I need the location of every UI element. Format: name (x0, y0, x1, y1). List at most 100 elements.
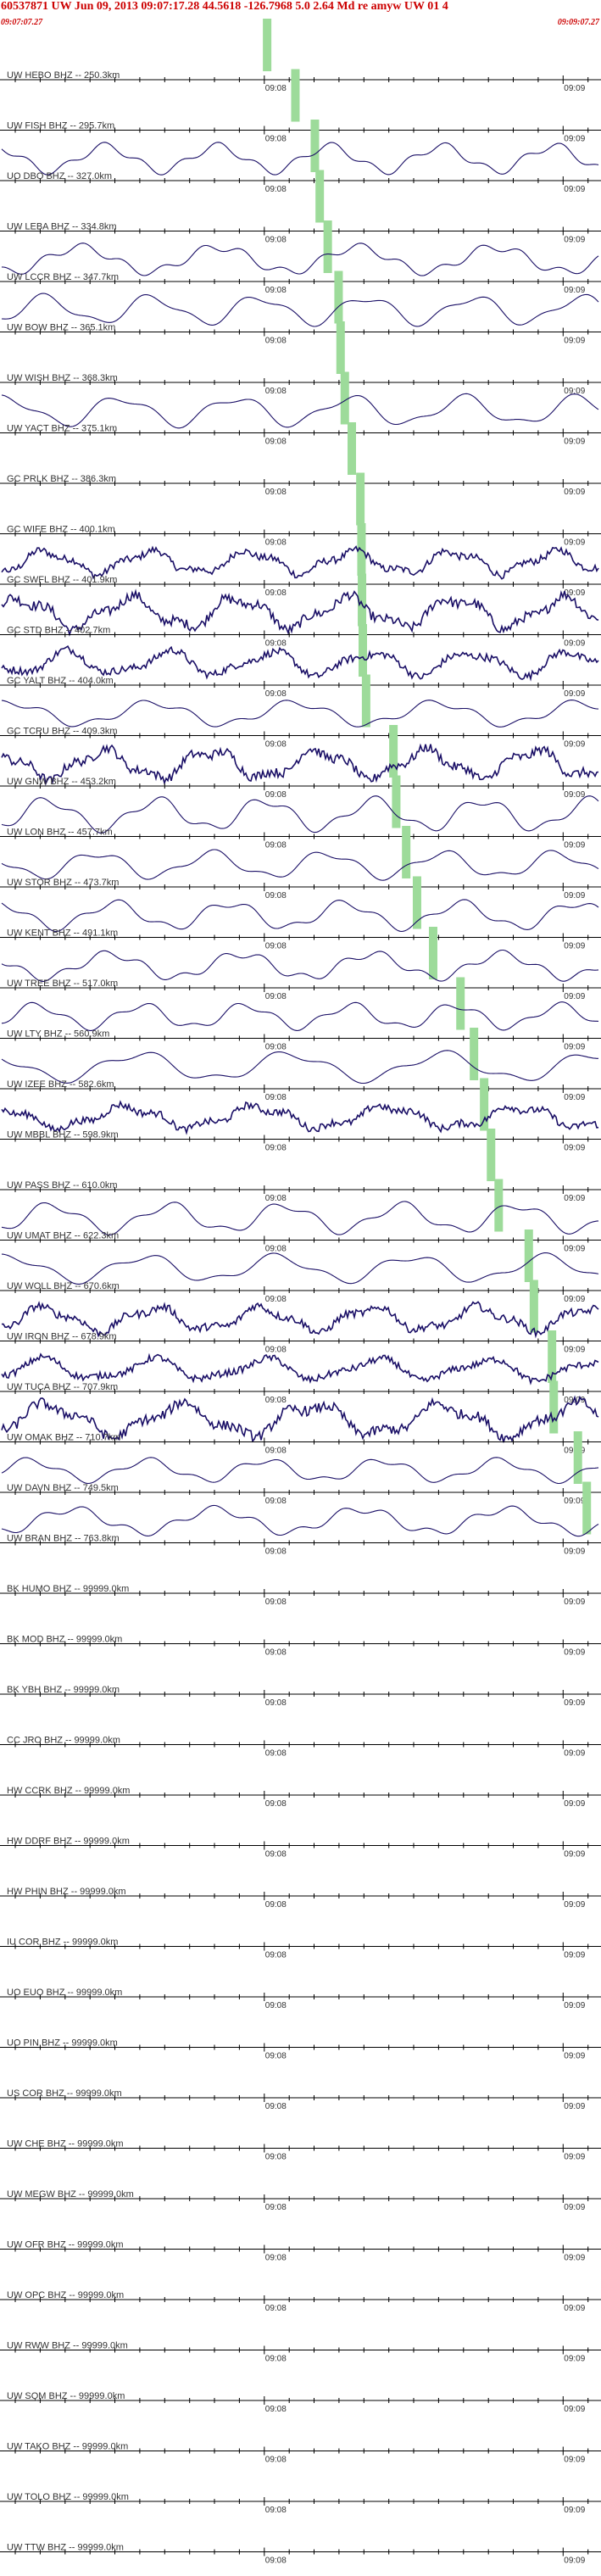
waveform-line (1, 1504, 599, 1537)
station-label: UW KENT BHZ -- 491.1km (7, 928, 118, 939)
tick-label: 09:08 (265, 2254, 287, 2263)
trace-panel: 09:08 09:09 UW TUCA BHZ -- 707.9km (0, 1330, 601, 1405)
tick-label: 09:09 (564, 2405, 585, 2414)
pick-marker (291, 69, 300, 122)
tick-label: 09:09 (564, 84, 585, 93)
tick-label: 09:08 (265, 639, 287, 649)
trace-panel: 09:08 09:09 UW MEGW BHZ -- 99999.0km (0, 2189, 601, 2212)
pick-marker (323, 220, 332, 273)
station-label: UW FISH BHZ -- 295.7km (7, 121, 114, 131)
trace-panel: 09:08 09:09 UW TTW BHZ -- 99999.0km (0, 2543, 601, 2566)
trace-panel: 09:08 09:09 UW RWW BHZ -- 99999.0km (0, 2341, 601, 2364)
station-label: HW PHIN BHZ -- 99999.0km (7, 1887, 126, 1897)
time-ticks (14, 1084, 589, 1093)
station-label: UW TAKO BHZ -- 99999.0km (7, 2442, 128, 2452)
time-ticks (14, 1034, 589, 1043)
station-label: UW DAVN BHZ -- 749.5km (7, 1483, 119, 1493)
time-ticks (14, 1589, 589, 1597)
tick-label: 09:09 (564, 1295, 585, 1304)
trace-panel: 09:08 09:09 UW DAVN BHZ -- 749.5km (0, 1431, 601, 1506)
station-label: IU COR BHZ -- 99999.0km (7, 1938, 118, 1948)
time-ticks (14, 580, 589, 588)
window-start-time: 09:07:07.27 (1, 18, 43, 27)
trace-panel: 09:08 09:09 UW LEBA BHZ -- 334.8km (0, 170, 601, 245)
tick-label: 09:09 (564, 2556, 585, 2566)
tick-label: 09:08 (265, 689, 287, 699)
station-label: BK HUMO BHZ -- 99999.0km (7, 1584, 129, 1594)
tick-label: 09:08 (265, 438, 287, 447)
time-ticks (14, 2497, 589, 2506)
station-label: UW YACT BHZ -- 375.1km (7, 424, 117, 434)
tick-label: 09:09 (564, 639, 585, 649)
station-label: UW TUCA BHZ -- 707.9km (7, 1382, 118, 1392)
pick-marker (356, 472, 365, 526)
time-ticks (14, 1185, 589, 1194)
tick-label: 09:09 (564, 236, 585, 245)
time-ticks (14, 2144, 589, 2153)
time-ticks (14, 1639, 589, 1648)
tick-label: 09:08 (265, 84, 287, 93)
trace-panel: 09:08 09:09 UW LON BHZ -- 457.7km (0, 775, 601, 850)
tick-label: 09:09 (564, 286, 585, 295)
tick-label: 09:09 (564, 1698, 585, 1708)
waveform-line (1, 293, 599, 327)
waveform-line (1, 949, 599, 982)
tick-label: 09:09 (564, 1245, 585, 1254)
trace-panel: 09:08 09:09 UW UMAT BHZ -- 622.3km (0, 1179, 601, 1254)
tick-label: 09:08 (265, 1698, 287, 1708)
trace-panel: 09:08 09:09 UW GNW BHZ -- 453.2km (0, 725, 601, 800)
station-label: CC JRO BHZ -- 99999.0km (7, 1736, 120, 1746)
time-ticks (14, 1286, 589, 1295)
tick-label: 09:08 (265, 1850, 287, 1860)
trace-panel: 09:08 09:09 BK HUMO BHZ -- 99999.0km (0, 1584, 601, 1607)
time-ticks (14, 1791, 589, 1799)
trace-panel: 09:08 09:09 UW TOLO BHZ -- 99999.0km (0, 2492, 601, 2515)
time-ticks (14, 1488, 589, 1497)
tick-label: 09:08 (265, 740, 287, 750)
station-label: UO DBO BHZ -- 327.0km (7, 171, 112, 181)
waveform-line (1, 1100, 599, 1135)
tick-label: 09:08 (265, 1144, 287, 1153)
time-ticks (14, 2194, 589, 2203)
trace-panel: 09:08 09:09 UW TREE BHZ -- 517.0km (0, 927, 601, 1001)
pick-marker (310, 120, 320, 172)
tick-label: 09:09 (564, 2304, 585, 2313)
station-label: UW CHE BHZ -- 99999.0km (7, 2139, 124, 2149)
tick-label: 09:08 (265, 1346, 287, 1355)
tick-label: 09:08 (265, 1295, 287, 1304)
trace-panel: 09:08 09:09 UW HEBO BHZ -- 250.3km (0, 19, 601, 93)
trace-panel: 09:08 09:09 UO DBO BHZ -- 327.0km (0, 120, 601, 194)
station-label: GC PRLK BHZ -- 386.3km (7, 474, 116, 484)
time-ticks (14, 1135, 589, 1144)
tick-label: 09:09 (564, 538, 585, 548)
trace-panel: 09:08 09:09 BK YBH BHZ -- 99999.0km (0, 1685, 601, 1708)
station-label: UW UMAT BHZ -- 622.3km (7, 1231, 119, 1241)
station-label: UW MEGW BHZ -- 99999.0km (7, 2189, 134, 2200)
tick-label: 09:09 (564, 1648, 585, 1658)
waveform-line (1, 588, 599, 637)
station-label: HW CCRK BHZ -- 99999.0km (7, 1786, 130, 1796)
tick-label: 09:08 (265, 135, 287, 144)
station-label: UW WOLL BHZ -- 670.6km (7, 1281, 120, 1291)
tick-label: 09:09 (564, 2506, 585, 2515)
station-label: UO EUO BHZ -- 99999.0km (7, 1988, 122, 1998)
station-label: UW HEBO BHZ -- 250.3km (7, 70, 120, 81)
time-ticks (14, 2446, 589, 2456)
tick-label: 09:08 (265, 1951, 287, 1960)
tick-label: 09:09 (564, 1093, 585, 1102)
trace-panel: 09:08 09:09 US COR BHZ -- 99999.0km (0, 2088, 601, 2111)
trace-panel: 09:08 09:09 UW FISH BHZ -- 295.7km (0, 69, 601, 144)
time-ticks (14, 2547, 589, 2556)
trace-panel: 09:08 09:09 UW TAKO BHZ -- 99999.0km (0, 2442, 601, 2465)
station-label: UW MBBL BHZ -- 598.9km (7, 1130, 119, 1140)
pick-marker (487, 1129, 496, 1181)
waveform-line (1, 1050, 598, 1084)
tick-label: 09:08 (265, 2304, 287, 2313)
time-ticks (14, 782, 589, 790)
tick-label: 09:09 (564, 1799, 585, 1809)
pick-marker (392, 775, 401, 828)
tick-label: 09:09 (564, 2052, 585, 2061)
tick-label: 09:08 (265, 1799, 287, 1809)
tick-label: 09:09 (564, 1043, 585, 1052)
station-label: HW DDRF BHZ -- 99999.0km (7, 1837, 130, 1847)
